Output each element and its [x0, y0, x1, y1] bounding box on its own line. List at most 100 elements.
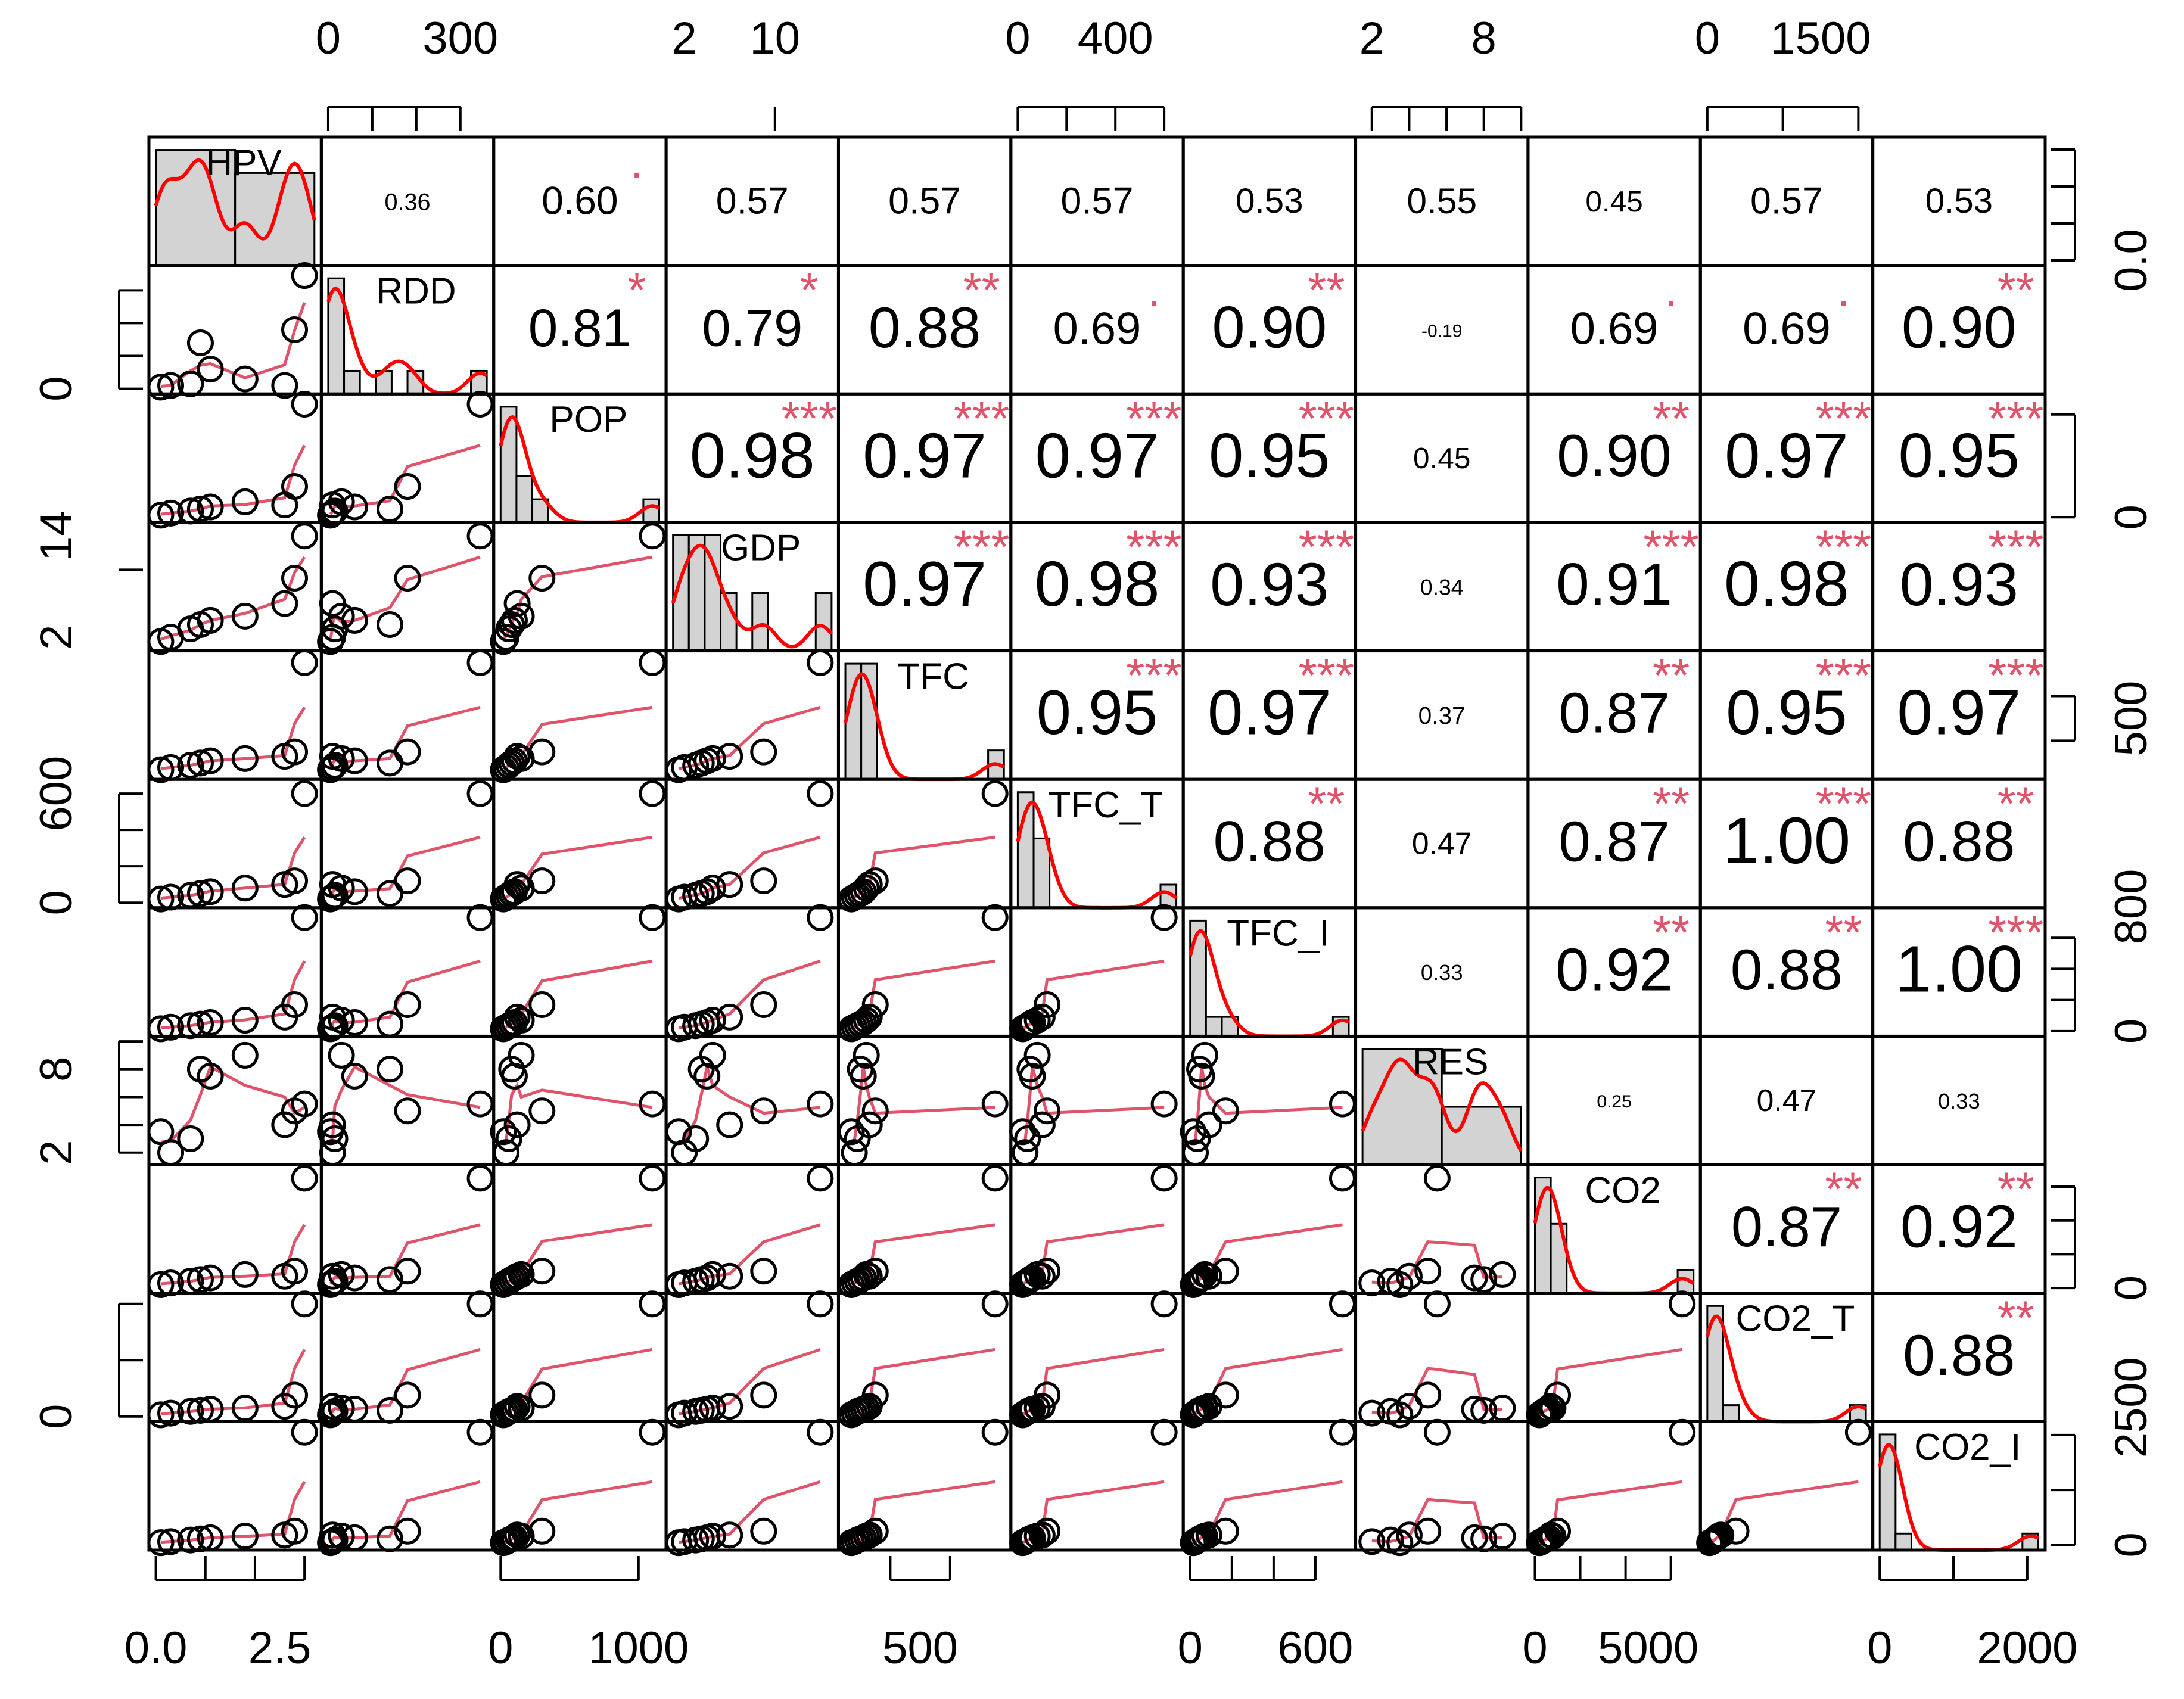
data-point [157, 1269, 185, 1297]
tick-label: 0 [1178, 1623, 1203, 1673]
significance-stars: *** [1988, 649, 2043, 702]
correlation-value: 0.92 [1900, 1193, 2018, 1261]
correlation-value: 0.95 [1726, 678, 1847, 748]
data-point [1414, 1258, 1442, 1285]
data-point [1019, 1062, 1046, 1090]
data-point [394, 1517, 421, 1545]
data-point [716, 743, 743, 770]
data-point [197, 1009, 224, 1036]
correlation-value: 0.88 [869, 295, 981, 360]
data-point [1028, 1111, 1056, 1138]
significance-stars: ** [1998, 1163, 2034, 1216]
tick-label: 800 [2106, 869, 2157, 945]
correlation-value: 0.69 [1743, 304, 1831, 354]
tick-label: 500 [882, 1623, 958, 1673]
data-point [1212, 1258, 1239, 1285]
significance-stars: . [1837, 263, 1850, 316]
variable-label: RES [1413, 1041, 1488, 1082]
histogram-bar [1189, 919, 1207, 1037]
data-point [503, 1111, 531, 1138]
data-point [490, 628, 517, 655]
significance-stars: *** [1126, 649, 1181, 702]
data-point [376, 1056, 403, 1083]
correlation-value: 0.90 [1902, 294, 2017, 360]
data-point [341, 747, 368, 774]
data-point [328, 1523, 355, 1550]
data-point [231, 1041, 259, 1069]
data-point [850, 1062, 877, 1090]
data-point [1395, 1521, 1423, 1549]
data-point [750, 991, 777, 1018]
significance-stars: *** [782, 392, 837, 445]
data-point [376, 1266, 403, 1293]
data-point [1034, 1517, 1061, 1545]
smooth-line [502, 1082, 653, 1144]
variable-label: HPV [206, 142, 282, 183]
correlation-value: -0.19 [1421, 321, 1462, 341]
tick-label: 0 [2106, 1275, 2157, 1300]
correlation-value: 0.97 [1208, 677, 1331, 748]
data-point [750, 1517, 777, 1545]
data-point [490, 1118, 517, 1146]
data-point [291, 1165, 318, 1192]
significance-stars: ** [1825, 1163, 1862, 1216]
correlation-value: 0.47 [1757, 1083, 1817, 1118]
significance-stars: *** [1816, 777, 1871, 830]
data-point [157, 372, 185, 399]
histogram-bar [1441, 1106, 1522, 1166]
data-point [528, 565, 556, 592]
data-point [1423, 1165, 1451, 1192]
data-point [807, 1165, 834, 1192]
data-point [639, 649, 666, 676]
data-point [1023, 1041, 1051, 1069]
data-point [394, 867, 421, 895]
histogram-bar [1361, 1048, 1443, 1166]
variable-label: CO2_I [1914, 1427, 2021, 1468]
data-point [394, 1258, 421, 1285]
correlation-value: 0.45 [1585, 185, 1642, 218]
data-point [197, 493, 224, 521]
significance-stars: *** [954, 392, 1009, 445]
data-point [291, 780, 318, 807]
data-point [177, 752, 204, 779]
tick-label: 2500 [2106, 1357, 2157, 1458]
data-point [1722, 1517, 1750, 1545]
significance-stars: ** [1998, 777, 2034, 830]
data-point [466, 391, 494, 418]
tick-label: 0 [2106, 1532, 2157, 1557]
data-point [231, 745, 259, 772]
data-point [1188, 1062, 1215, 1090]
data-point [328, 602, 355, 630]
correlation-value: 0.57 [716, 180, 789, 222]
tick-label: 2.5 [248, 1623, 312, 1673]
data-point [1414, 1517, 1442, 1545]
correlation-value: 0.97 [1035, 419, 1159, 491]
significance-stars: *** [954, 520, 1009, 573]
data-point [394, 738, 421, 766]
data-point [1358, 1528, 1386, 1555]
data-point [1358, 1269, 1386, 1297]
tick-label: 14 [31, 511, 82, 561]
correlation-value: 0.36 [385, 189, 431, 215]
data-point [328, 1395, 355, 1422]
correlation-value: 0.79 [702, 299, 802, 357]
data-point [750, 738, 777, 766]
data-point [1423, 1418, 1451, 1446]
data-point [328, 745, 355, 772]
data-point [281, 991, 309, 1018]
data-point [1034, 991, 1061, 1018]
correlation-value: 0.97 [1897, 677, 2021, 748]
data-point [750, 1381, 777, 1409]
data-point [466, 649, 494, 676]
correlation-value: 0.88 [1903, 1323, 2015, 1387]
data-point [291, 1290, 318, 1318]
tick-label: 400 [1078, 13, 1153, 64]
data-point [508, 1041, 535, 1069]
data-point [981, 780, 1009, 807]
tick-label: 10 [750, 13, 801, 64]
data-point [861, 867, 889, 895]
smooth-line [1193, 1480, 1343, 1544]
data-point [861, 1517, 889, 1545]
data-point [231, 1007, 259, 1034]
